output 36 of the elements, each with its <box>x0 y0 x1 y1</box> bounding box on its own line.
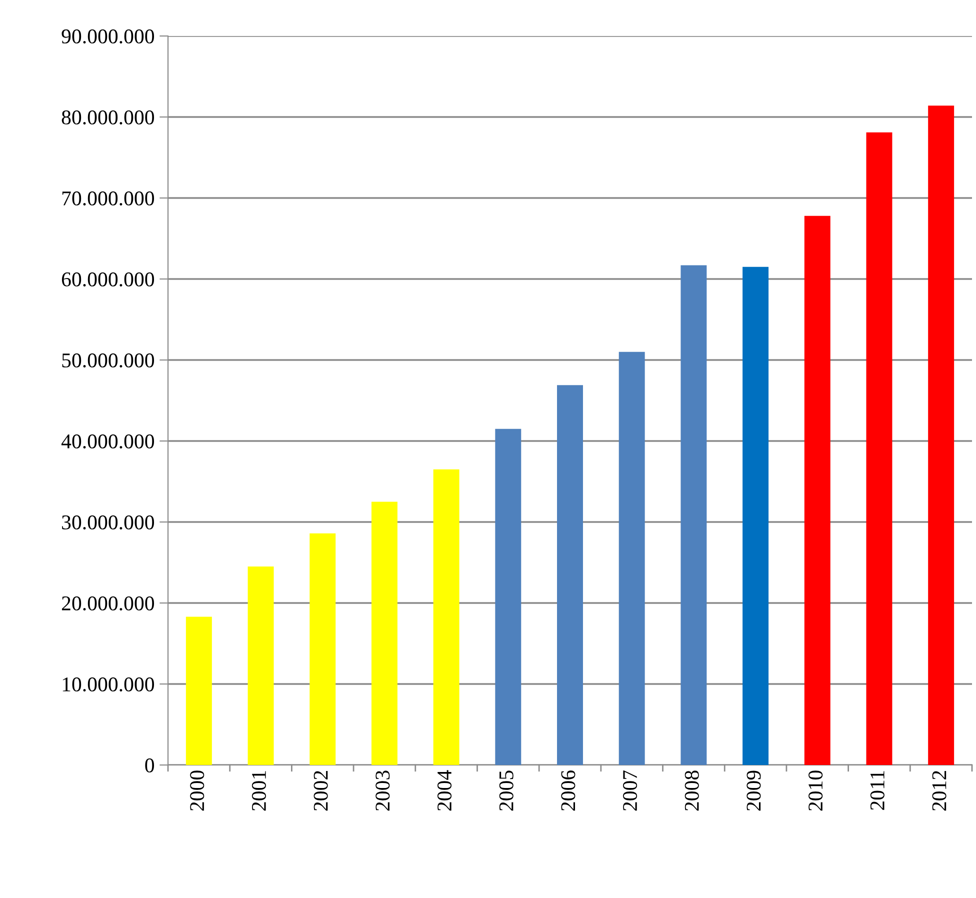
y-tick-label: 50.000.000 <box>62 353 154 368</box>
bar <box>618 352 645 765</box>
y-tick-label: 10.000.000 <box>62 677 154 692</box>
bar <box>310 533 336 765</box>
y-tick-label: 20.000.000 <box>62 596 154 611</box>
bar <box>680 265 707 765</box>
y-tick-label: 60.000.000 <box>62 272 154 287</box>
bar <box>742 266 769 765</box>
bar <box>804 216 830 765</box>
x-tick-label: 2007 <box>623 770 638 811</box>
x-tick-label: 2002 <box>314 771 328 811</box>
y-tick-label: 0 <box>145 758 154 772</box>
bar <box>557 385 583 765</box>
x-tick-label: 2005 <box>499 770 514 811</box>
x-tick-label: 2003 <box>376 770 390 811</box>
y-tick-label: 70.000.000 <box>62 191 154 206</box>
x-tick-label: 2009 <box>746 770 761 811</box>
x-tick-label: 2004 <box>437 770 452 811</box>
x-tick-label: 2012 <box>932 771 946 811</box>
bar <box>866 132 892 765</box>
bar <box>433 469 460 765</box>
x-tick-label: 2010 <box>808 770 823 811</box>
bar <box>495 428 522 765</box>
bar <box>186 616 212 765</box>
y-tick-label: 30.000.000 <box>62 515 154 530</box>
x-tick-label: 2001 <box>252 771 266 811</box>
x-tick-label: 2000 <box>190 770 204 811</box>
bar <box>371 502 398 765</box>
x-tick-label: 2011 <box>870 771 884 810</box>
y-tick-label: 40.000.000 <box>61 434 154 449</box>
y-tick-label: 80.000.000 <box>62 110 154 125</box>
bar <box>248 566 274 765</box>
y-tick-label: 90.000.000 <box>62 29 154 44</box>
x-tick-label: 2006 <box>561 770 576 811</box>
x-tick-label: 2008 <box>684 770 699 811</box>
bar <box>928 106 954 765</box>
